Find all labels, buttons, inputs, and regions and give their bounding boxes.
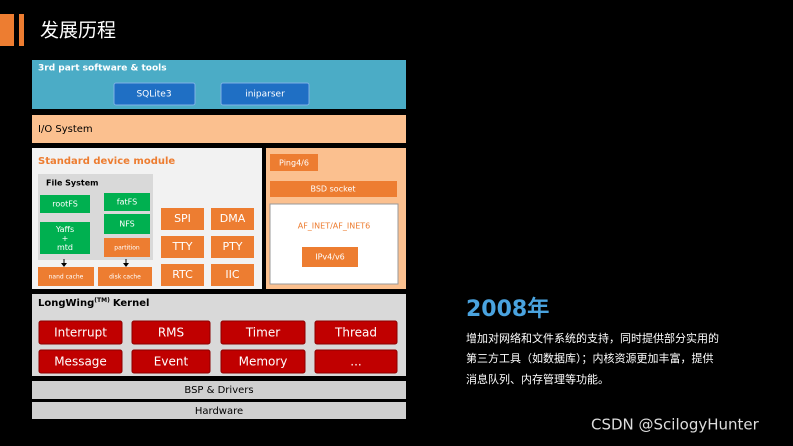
component <box>104 238 150 257</box>
component-label: disk cache <box>109 274 141 281</box>
description-line: 增加对网络和文件系统的支持，同时提供部分实用的 <box>466 331 719 345</box>
stack-box <box>269 203 399 285</box>
component-label: fatFS <box>117 198 137 207</box>
component-label: iniparser <box>245 90 285 100</box>
component-label: NFS <box>119 220 135 229</box>
kernel-component <box>220 349 306 374</box>
third-party-box <box>32 60 406 109</box>
io-box <box>32 115 406 143</box>
component <box>40 222 90 254</box>
component <box>40 195 90 213</box>
component-label: Yaffs + mtd <box>55 225 74 252</box>
component <box>161 208 204 230</box>
page-title: 发展历程 <box>40 20 116 42</box>
component <box>98 267 152 286</box>
component-label: BSD socket <box>311 185 356 194</box>
component <box>270 181 397 197</box>
kernel-component <box>131 320 211 345</box>
year: 2008年 <box>466 296 549 322</box>
bsp-box <box>32 381 406 399</box>
component-label: Message <box>54 355 107 369</box>
accent-bar <box>19 14 24 46</box>
component <box>211 208 254 230</box>
kernel-name: LongWing <box>38 298 94 309</box>
box-title: Standard device module <box>38 156 175 167</box>
box-title: 3rd part software & tools <box>38 64 167 74</box>
component-label: IIC <box>225 268 239 281</box>
component <box>220 82 310 106</box>
component <box>302 247 358 267</box>
component-label: SPI <box>174 212 191 225</box>
component-label: AF_INET/AF_INET6 <box>298 222 371 231</box>
watermark: CSDN @ScilogyHunter <box>591 416 760 434</box>
component <box>104 193 150 211</box>
description-line: 消息队列、内存管理等功能。 <box>466 372 609 386</box>
box-title: BSP & Drivers <box>184 385 253 396</box>
kernel-component <box>314 349 398 374</box>
component-label: Ping4/6 <box>279 159 309 168</box>
component-label: nand cache <box>49 274 84 281</box>
kernel-component <box>38 320 123 345</box>
box-title: I/O System <box>38 124 93 135</box>
kernel-component <box>314 320 398 345</box>
box-title: Hardware <box>195 406 243 417</box>
trademark: (TM) <box>94 297 110 304</box>
kernel-component <box>38 349 123 374</box>
component-label: PTY <box>222 240 242 253</box>
accent-bar <box>0 14 14 46</box>
component-label: Event <box>154 355 189 369</box>
component-label: Timer <box>245 326 280 340</box>
kernel-component <box>220 320 306 345</box>
component <box>211 236 254 258</box>
component <box>270 154 318 171</box>
component <box>161 264 204 286</box>
component-label: DMA <box>220 212 246 225</box>
component-label: TTY <box>172 240 193 253</box>
component <box>104 214 150 234</box>
component-label: RMS <box>158 326 184 340</box>
component-label: rootFS <box>52 200 78 209</box>
component-label: Memory <box>239 355 288 369</box>
kernel-component <box>131 349 211 374</box>
component <box>113 82 196 106</box>
box-title: File System <box>46 179 98 188</box>
description-line: 第三方工具（如数据库）；内核资源更加丰富，提供 <box>466 351 714 365</box>
component <box>38 267 94 286</box>
arrow-head <box>123 263 129 267</box>
arrow-head <box>61 263 67 267</box>
component-label: Thread <box>334 326 377 340</box>
component-label: IPv4/v6 <box>315 253 345 262</box>
component <box>211 264 254 286</box>
component-label: SQLite3 <box>136 90 171 100</box>
hardware-box <box>32 402 406 419</box>
component-label: ... <box>350 355 361 369</box>
kernel-suffix: Kernel <box>113 298 150 309</box>
box-title: LongWing(TM) Kernel <box>38 297 149 310</box>
component-label: Interrupt <box>54 326 107 340</box>
component <box>161 236 204 258</box>
component-label: partition <box>114 245 140 252</box>
component-label: RTC <box>172 268 193 281</box>
